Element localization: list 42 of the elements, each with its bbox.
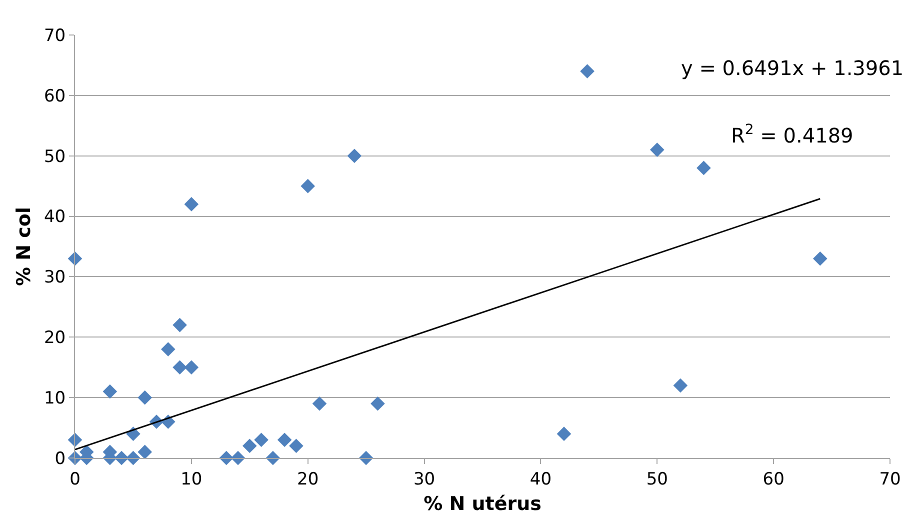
point bbox=[172, 318, 187, 332]
x-tick-label: 10 bbox=[180, 469, 202, 490]
point bbox=[556, 426, 572, 441]
point bbox=[650, 142, 664, 157]
point bbox=[184, 360, 199, 375]
y-tick-label: 70 bbox=[44, 26, 66, 46]
point bbox=[312, 396, 327, 411]
x-tick-label: 40 bbox=[530, 469, 552, 490]
y-tick-label: 30 bbox=[44, 268, 66, 288]
y-tick-label: 20 bbox=[44, 328, 66, 348]
x-tick-label: 20 bbox=[297, 469, 319, 490]
point bbox=[300, 178, 316, 194]
point bbox=[673, 378, 688, 393]
point bbox=[242, 438, 257, 454]
point bbox=[277, 432, 292, 448]
y-tick-label: 10 bbox=[44, 388, 66, 409]
point bbox=[184, 197, 199, 212]
point bbox=[138, 390, 152, 405]
point bbox=[347, 148, 362, 164]
point bbox=[102, 384, 118, 399]
point bbox=[254, 432, 268, 448]
x-tick-label: 0 bbox=[70, 469, 80, 490]
point bbox=[289, 438, 304, 454]
x-axis-title: % N utérus bbox=[424, 493, 542, 516]
point bbox=[138, 444, 152, 460]
x-tick-label: 50 bbox=[646, 469, 668, 490]
x-tick-label: 70 bbox=[879, 469, 901, 490]
x-tick-label: 60 bbox=[762, 469, 784, 490]
y-tick-label: 50 bbox=[44, 146, 66, 167]
point bbox=[370, 396, 385, 411]
annotation: y = 0.6491x + 1.3961 bbox=[681, 56, 904, 80]
y-tick-label: 40 bbox=[44, 207, 66, 228]
point bbox=[696, 160, 711, 176]
point bbox=[812, 251, 828, 266]
point bbox=[580, 64, 594, 78]
point bbox=[160, 342, 176, 356]
y-tick-label: 0 bbox=[54, 448, 66, 469]
y-axis-title: % N col bbox=[12, 207, 35, 286]
x-tick-label: 30 bbox=[413, 469, 436, 490]
point bbox=[172, 360, 187, 375]
annotation: R$^{2}$ = 0.4189 bbox=[731, 122, 854, 148]
y-tick-label: 60 bbox=[44, 86, 66, 106]
